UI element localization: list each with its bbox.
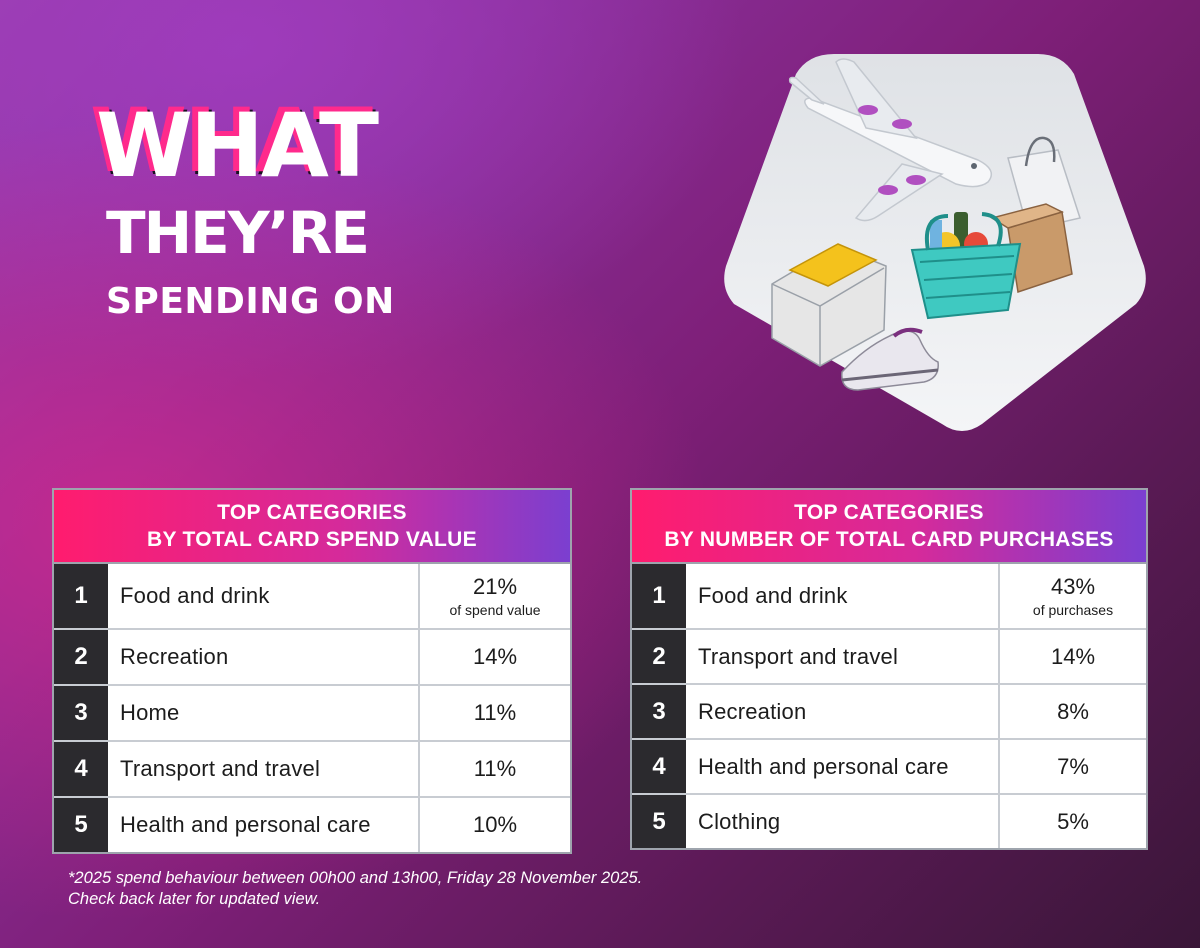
title-line-spending-on: SPENDING ON bbox=[106, 281, 395, 322]
value-cell: 7% bbox=[998, 740, 1146, 793]
table-row: 1 Food and drink 21% of spend value bbox=[54, 564, 570, 628]
airplane-icon bbox=[788, 58, 993, 222]
table-row: 1 Food and drink 43% of purchases bbox=[632, 564, 1146, 628]
table-row: 5 Health and personal care 10% bbox=[54, 796, 570, 852]
category-cell: Transport and travel bbox=[698, 643, 899, 669]
rank-cell: 2 bbox=[54, 630, 108, 684]
category-cell: Food and drink bbox=[698, 583, 848, 608]
spend-value-table: TOP CATEGORIES BY TOTAL CARD SPEND VALUE… bbox=[52, 488, 572, 854]
table-row: 2 Recreation 14% bbox=[54, 628, 570, 684]
table-row: 2 Transport and travel 14% bbox=[632, 628, 1146, 683]
page-title: WHAT THEY’RE SPENDING ON bbox=[96, 100, 395, 324]
parcel-box-icon bbox=[990, 203, 1073, 293]
rank-cell: 1 bbox=[632, 564, 686, 628]
category-cell: Health and personal care bbox=[120, 812, 371, 837]
value-text: 21% bbox=[472, 574, 518, 599]
category-cell: Home bbox=[120, 700, 180, 725]
rank-cell: 5 bbox=[632, 795, 686, 848]
title-line-theyre: THEY’RE bbox=[106, 199, 370, 267]
value-cell: 14% bbox=[418, 630, 570, 684]
clothing-box-icon bbox=[771, 243, 887, 367]
table-row: 4 Transport and travel 11% bbox=[54, 740, 570, 796]
table-row: 3 Recreation 8% bbox=[632, 683, 1146, 738]
table-row: 5 Clothing 5% bbox=[632, 793, 1146, 848]
rank-cell: 4 bbox=[54, 742, 108, 796]
category-cell: Health and personal care bbox=[698, 753, 949, 779]
rank-cell: 2 bbox=[632, 630, 686, 683]
category-cell: Recreation bbox=[120, 644, 229, 669]
value-cell: 21% of spend value bbox=[418, 564, 570, 628]
spending-illustration bbox=[716, 40, 1156, 440]
rank-cell: 5 bbox=[54, 798, 108, 852]
spend-value-table-header: TOP CATEGORIES BY TOTAL CARD SPEND VALUE bbox=[54, 490, 570, 564]
table-row: 4 Health and personal care 7% bbox=[632, 738, 1146, 793]
category-cell: Transport and travel bbox=[120, 756, 321, 781]
purchases-count-table-header: TOP CATEGORIES BY NUMBER OF TOTAL CARD P… bbox=[632, 490, 1146, 564]
value-cell: 43% of purchases bbox=[998, 564, 1146, 628]
value-cell: 11% bbox=[418, 742, 570, 796]
shopping-basket-icon bbox=[910, 212, 1022, 320]
value-note: of spend value bbox=[449, 602, 541, 618]
category-cell: Food and drink bbox=[120, 583, 270, 608]
category-cell: Clothing bbox=[698, 808, 781, 834]
value-cell: 11% bbox=[418, 686, 570, 740]
title-line-what: WHAT bbox=[96, 94, 379, 197]
rank-cell: 1 bbox=[54, 564, 108, 628]
table-heading-line2: BY TOTAL CARD SPEND VALUE bbox=[147, 528, 477, 551]
table-heading-line1: TOP CATEGORIES bbox=[794, 501, 984, 524]
footnote: *2025 spend behaviour between 00h00 and … bbox=[68, 868, 642, 910]
value-cell: 10% bbox=[418, 798, 570, 852]
rank-cell: 3 bbox=[54, 686, 108, 740]
rank-cell: 4 bbox=[632, 740, 686, 793]
footnote-line1: *2025 spend behaviour between 00h00 and … bbox=[68, 869, 643, 887]
rank-cell: 3 bbox=[632, 685, 686, 738]
value-cell: 14% bbox=[998, 630, 1146, 683]
purchases-count-table: TOP CATEGORIES BY NUMBER OF TOTAL CARD P… bbox=[630, 488, 1148, 850]
table-row: 3 Home 11% bbox=[54, 684, 570, 740]
value-cell: 5% bbox=[998, 795, 1146, 848]
sneakers-icon bbox=[841, 327, 939, 391]
value-note: of purchases bbox=[1032, 602, 1114, 618]
table-heading-line1: TOP CATEGORIES bbox=[217, 501, 407, 524]
footnote-line2: Check back later for updated view. bbox=[68, 890, 321, 908]
value-text: 43% bbox=[1050, 574, 1096, 599]
category-cell: Recreation bbox=[698, 698, 807, 724]
table-heading-line2: BY NUMBER OF TOTAL CARD PURCHASES bbox=[664, 528, 1114, 551]
value-cell: 8% bbox=[998, 685, 1146, 738]
